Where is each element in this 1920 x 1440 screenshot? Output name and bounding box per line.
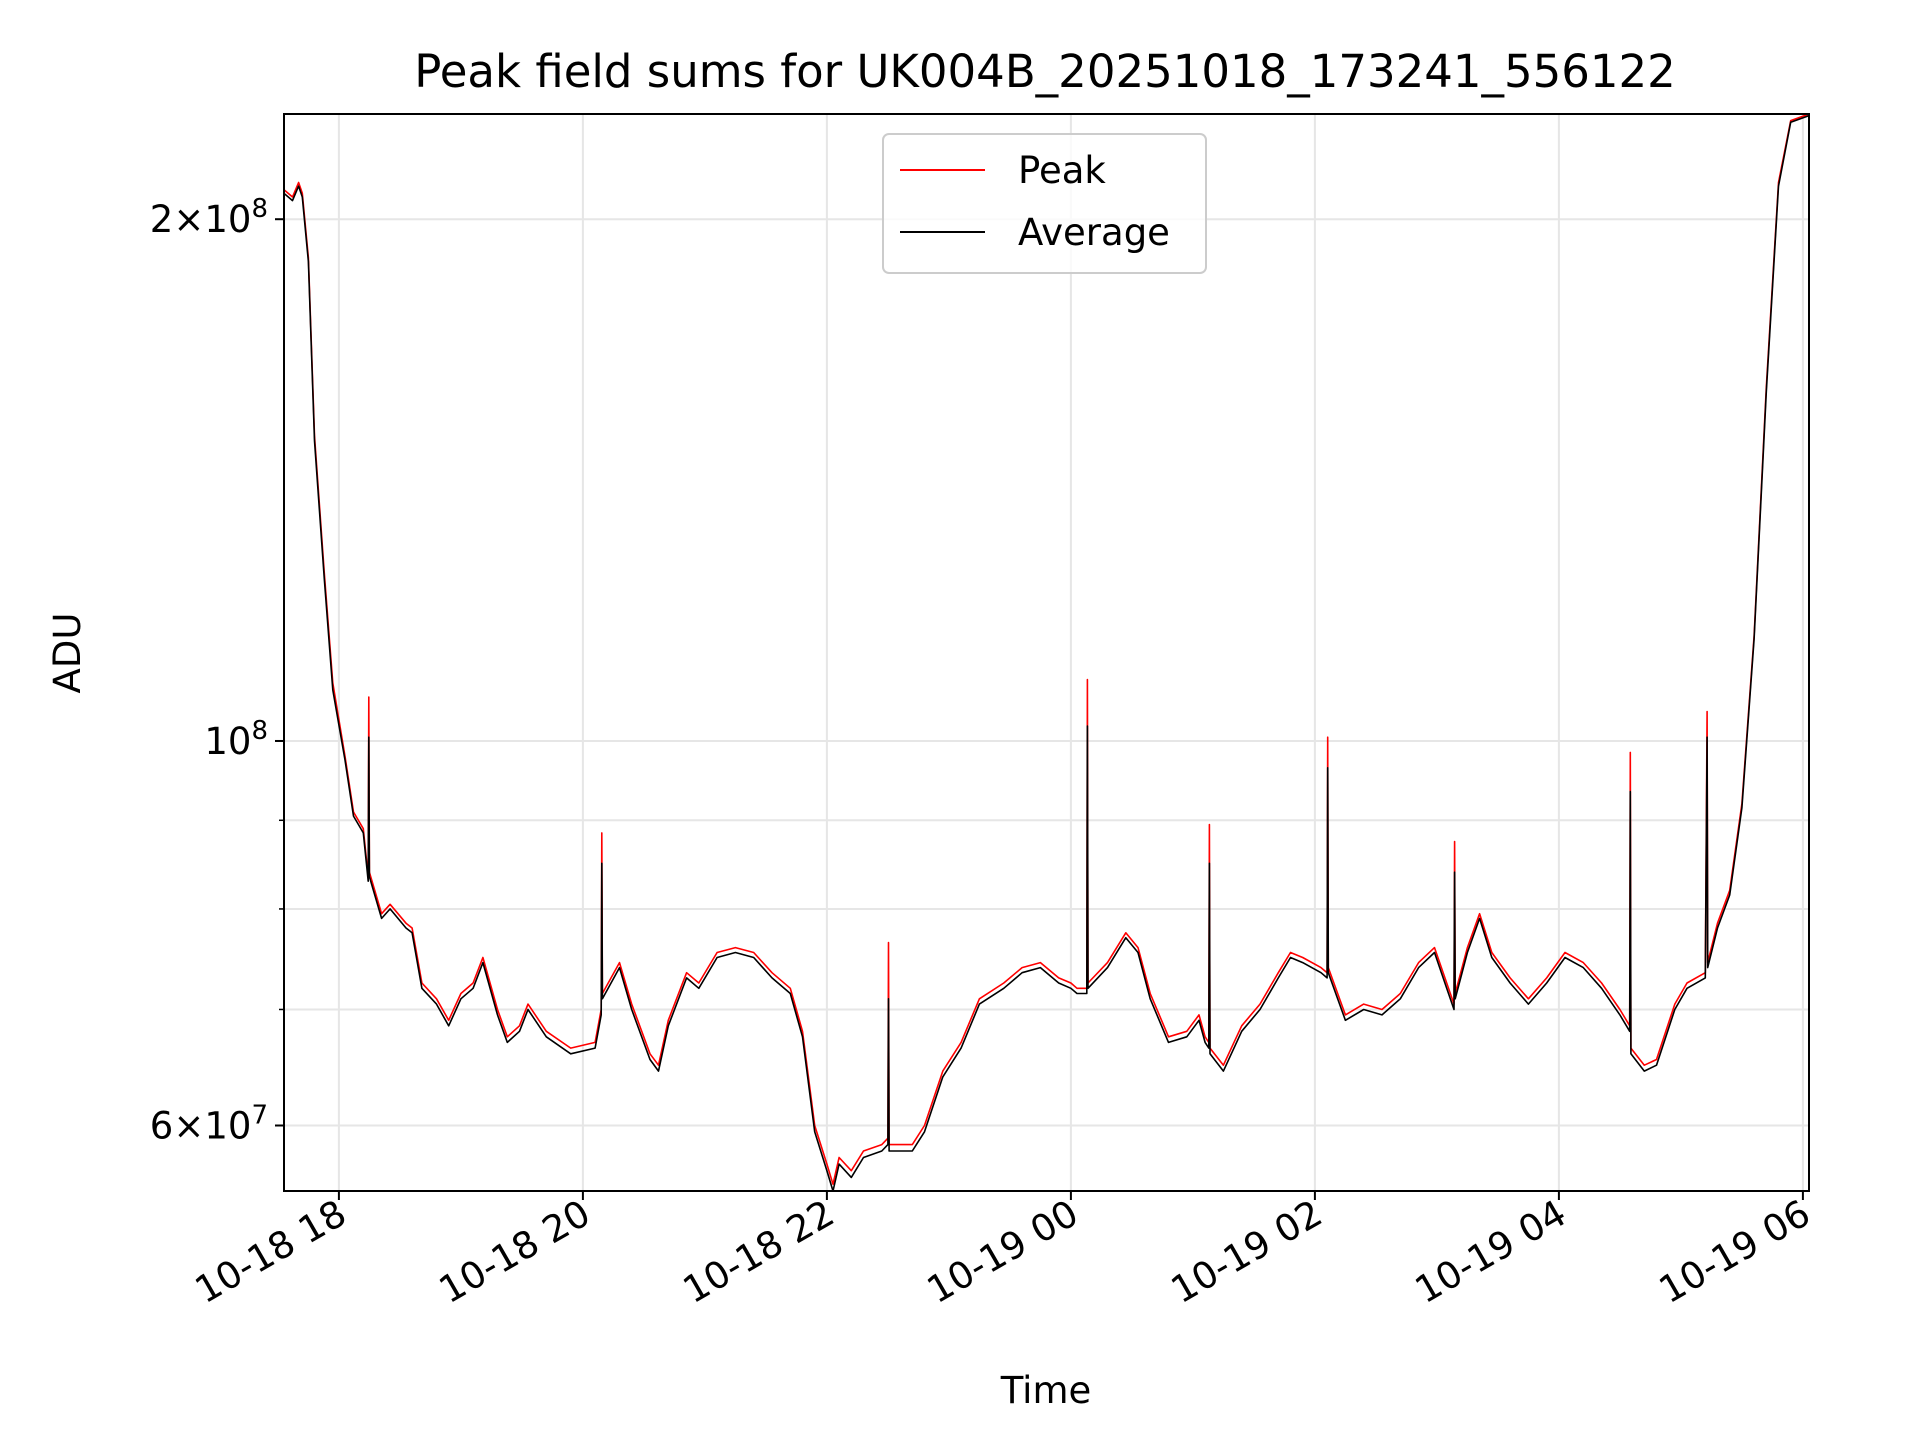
legend-label-peak: Peak <box>1018 149 1106 192</box>
y-tick-exponent: 8 <box>251 194 268 224</box>
y-tick-exponent: 8 <box>251 716 268 746</box>
y-tick-label: 2×108 <box>150 194 268 241</box>
y-tick-base: 10 <box>204 1105 251 1148</box>
x-axis-label: Time <box>1000 1369 1092 1412</box>
y-tick-base: 10 <box>204 198 251 241</box>
y-tick-base: 10 <box>204 720 251 763</box>
series-layer <box>284 114 1809 1191</box>
y-tick-mantissa: 2 <box>150 198 174 241</box>
y-tick-times: × <box>173 1105 204 1148</box>
grid <box>284 114 1809 1191</box>
plot-frame <box>283 113 1810 1192</box>
y-tick-label: 6×107 <box>150 1101 268 1148</box>
y-tick-label: 108 <box>204 716 268 763</box>
y-tick-mantissa: 6 <box>150 1105 174 1148</box>
chart-title: Peak field sums for UK004B_20251018_1732… <box>414 45 1676 98</box>
y-axis-label: ADU <box>46 613 89 694</box>
legend: Peak Average <box>882 133 1207 274</box>
legend-box <box>882 133 1207 274</box>
series-line-average <box>284 114 1809 1191</box>
y-tick-exponent: 7 <box>251 1101 268 1131</box>
series-line-peak <box>284 114 1809 1185</box>
legend-label-average: Average <box>1018 211 1170 254</box>
y-tick-times: × <box>173 198 204 241</box>
